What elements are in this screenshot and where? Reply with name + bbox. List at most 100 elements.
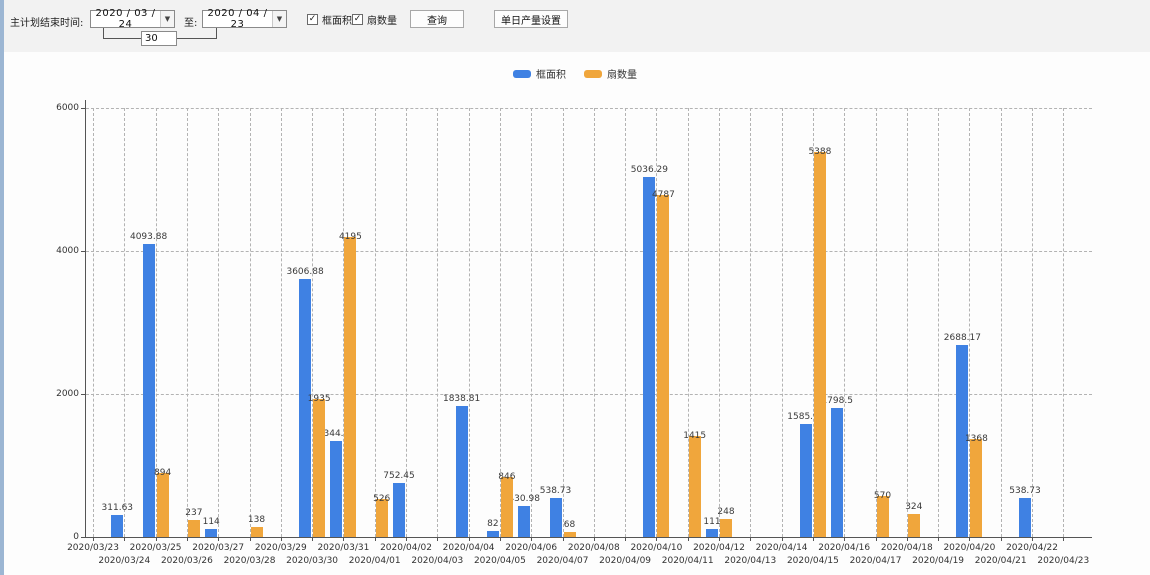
bar-frame-area [142,244,155,537]
x-tick-label: 2020/04/13 [724,556,777,566]
grid-line-vertical [374,108,376,537]
bar-fan-count [344,237,357,537]
frame-area-checkbox[interactable]: ✓ 框面积 [307,12,352,27]
bar-value-label: 752.45 [383,471,415,481]
x-tick-label: 2020/03/25 [129,543,182,553]
bar-value-label: 4787 [651,190,675,200]
x-axis-tick [656,537,658,541]
x-axis-tick [343,537,345,541]
bar-fan-count [156,473,169,537]
grid-line-vertical [1032,108,1033,537]
y-axis-tick [81,537,85,538]
bar-frame-area [330,441,343,537]
x-axis-tick [719,537,720,541]
x-axis-tick [531,537,533,541]
bar-frame-area [518,506,531,537]
x-tick-label: 2020/04/18 [880,543,933,553]
bar-frame-area [393,483,405,537]
bar-value-label: 4195 [338,232,362,242]
x-tick-label: 2020/04/16 [818,543,871,553]
x-axis-tick [969,537,971,541]
bar-fan-count [563,532,576,537]
bar-frame-area [956,345,969,537]
y-axis-tick [81,394,85,395]
grid-line-vertical [719,108,720,537]
bar-value-label: 538.73 [1009,486,1041,496]
grid-line-vertical [406,108,407,537]
x-axis-tick [781,537,783,541]
bar-frame-area [1019,498,1031,537]
x-tick-label: 2020/03/23 [67,543,119,553]
x-tick-label: 2020/04/10 [630,543,683,553]
fan-count-checkbox[interactable]: ✓ 扇数量 [352,12,397,27]
start-date-picker[interactable]: 2020 / 03 / 24 ▼ [90,8,175,30]
x-axis-tick [499,537,501,541]
bar-value-label: 526 [373,494,391,504]
x-tick-label: 2020/04/04 [442,543,495,553]
x-axis-tick [218,537,220,541]
x-tick-label: 2020/04/17 [849,556,902,566]
grid-line-vertical [781,108,783,537]
bar-value-label: 4093.88 [129,232,168,242]
grid-line-vertical [312,108,314,537]
bar-value-label: 248 [717,507,735,517]
bar-value-label: 1798.5 [821,396,853,406]
window-edge-strip [0,0,4,575]
toolbar: 主计划结束时间: 2020 / 03 / 24 ▼ 至: 2020 / 04 /… [0,0,1150,52]
x-axis-tick [1063,537,1065,541]
y-axis-tick [81,251,85,252]
grid-line-vertical [938,108,940,537]
grid-line-horizontal [86,108,1092,109]
x-axis-tick [812,537,814,541]
x-axis-tick [93,537,94,541]
chart-legend: 框面积 扇数量 [0,66,1150,81]
legend-label: 框面积 [536,70,566,81]
x-tick-label: 2020/04/12 [693,543,745,553]
x-axis-tick [687,537,689,541]
chevron-down-icon[interactable]: ▼ [160,11,174,27]
grid-line-vertical [468,108,470,537]
x-axis-tick [938,537,940,541]
bar-fan-count [375,499,388,537]
x-tick-label: 2020/04/05 [473,556,526,566]
bar-value-label: 894 [154,468,172,478]
query-button[interactable]: 查询 [410,10,464,28]
x-axis-tick [406,537,407,541]
bar-frame-area [299,279,312,537]
y-axis-tick [81,108,85,109]
bar-frame-area [643,177,656,537]
bar-frame-area [205,529,218,537]
grid-line-vertical [249,108,251,537]
bar-frame-area [831,408,844,537]
checkbox-check-icon[interactable]: ✓ [307,14,318,25]
grid-line-vertical [812,108,814,537]
x-tick-label: 2020/04/14 [755,543,808,553]
x-tick-label: 2020/03/31 [317,543,370,553]
x-tick-label: 2020/03/26 [160,556,213,566]
bar-value-label: 311.63 [101,503,134,513]
bar-value-label: 570 [873,491,892,501]
x-axis-tick [312,537,314,541]
x-tick-label: 2020/03/29 [254,543,307,553]
grid-line-vertical [656,108,658,537]
grid-line-vertical [969,108,971,537]
bar-value-label: 111 [703,517,721,527]
bar-value-label: 1415 [683,431,707,441]
checkbox-check-icon[interactable]: ✓ [352,14,363,25]
bar-value-label: 1838.81 [442,394,481,404]
grid-line-vertical [218,108,220,537]
grid-line-vertical [625,108,627,537]
end-date-picker[interactable]: 2020 / 04 / 23 ▼ [202,8,287,30]
bar-fan-count [688,436,701,537]
legend-label: 扇数量 [607,70,637,81]
daily-output-settings-button[interactable]: 单日产量设置 [494,10,568,28]
bar-value-label: 3606.88 [286,267,324,277]
x-tick-label: 2020/04/23 [1037,556,1090,566]
grid-line-vertical [437,108,439,537]
chevron-down-icon[interactable]: ▼ [272,11,286,27]
bar-value-label: 5036.29 [630,165,668,175]
days-count-input[interactable]: 30 [141,31,177,46]
bar-value-label: 1368 [964,434,988,444]
x-axis-tick [155,537,157,541]
